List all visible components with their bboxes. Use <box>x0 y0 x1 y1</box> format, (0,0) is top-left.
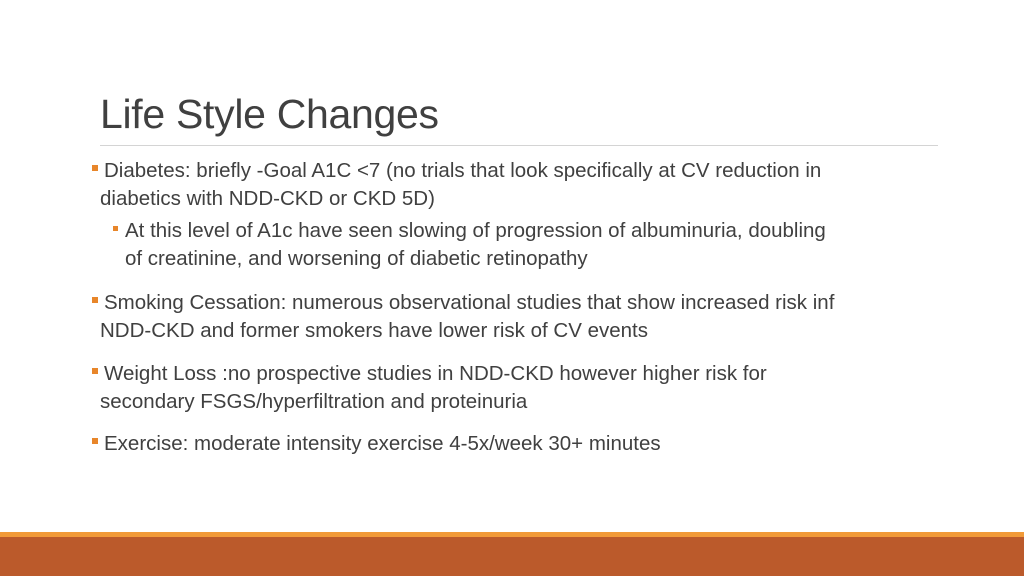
square-bullet-icon <box>92 165 98 171</box>
bullet-item: Smoking Cessation: numerous observationa… <box>92 289 835 345</box>
bullet-item: Weight Loss :no prospective studies in N… <box>92 360 767 416</box>
bullet-line: Exercise: moderate intensity exercise 4-… <box>104 432 661 455</box>
bullet-line: of creatinine, and worsening of diabetic… <box>125 247 588 270</box>
bullet-item: Diabetes: briefly -Goal A1C <7 (no trial… <box>92 157 822 213</box>
bullet-line: Diabetes: briefly -Goal A1C <7 (no trial… <box>104 159 822 182</box>
title-divider <box>100 145 938 146</box>
square-bullet-icon <box>92 368 98 374</box>
square-bullet-icon <box>92 297 98 303</box>
footer-bar <box>0 537 1024 576</box>
bullet-line: At this level of A1c have seen slowing o… <box>125 219 826 242</box>
square-bullet-icon <box>113 226 118 231</box>
bullet-line: NDD-CKD and former smokers have lower ri… <box>100 319 648 342</box>
bullet-line: Weight Loss :no prospective studies in N… <box>104 362 767 385</box>
bullet-line: Smoking Cessation: numerous observationa… <box>104 291 835 314</box>
footer-accent-stripe <box>0 532 1024 537</box>
bullet-line: diabetics with NDD-CKD or CKD 5D) <box>100 187 435 210</box>
bullet-line: secondary FSGS/hyperfiltration and prote… <box>100 390 528 413</box>
slide-title: Life Style Changes <box>100 91 439 137</box>
sub-bullet-item: At this level of A1c have seen slowing o… <box>113 217 826 273</box>
square-bullet-icon <box>92 438 98 444</box>
bullet-item: Exercise: moderate intensity exercise 4-… <box>92 430 661 458</box>
